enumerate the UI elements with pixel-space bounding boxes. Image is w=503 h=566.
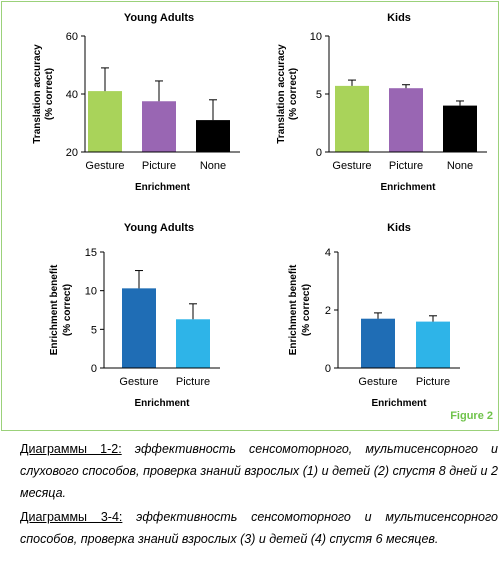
chart1-category-label-0: Gesture (85, 160, 124, 172)
chart4-category-label-0: Gesture (358, 376, 397, 388)
chart1-ylabel-line2: (% correct) (44, 68, 55, 120)
caption-1-text: эффективность сенсомоторного, мультисенс… (20, 442, 498, 500)
chart1-category-label-2: None (200, 160, 226, 172)
chart4-ytick-label-0: 0 (325, 363, 331, 375)
chart3-ytick-label-3: 15 (85, 247, 97, 259)
chart1-bar-picture (142, 101, 176, 152)
chart2-category-label-2: None (447, 160, 473, 172)
chart2-bar-picture (389, 88, 423, 152)
chart2-ylabel-line2: (% correct) (288, 68, 299, 120)
chart3-ytick-label-1: 5 (91, 324, 97, 336)
chart1-xlabel: Enrichment (135, 182, 191, 193)
chart1-title: Young Adults (124, 12, 194, 24)
chart1-ylabel-line1: Translation accuracy (32, 44, 43, 144)
chart3-bar-gesture (122, 288, 156, 368)
chart3-ylabel-line2: (% correct) (62, 284, 73, 336)
chart2-title: Kids (387, 12, 411, 24)
chart2-ylabel-line1: Translation accuracy (276, 44, 287, 144)
chart3-ylabel-line1: Enrichment benefit (49, 264, 60, 355)
chart3-ytick-label-2: 10 (85, 286, 97, 298)
chart3-ytick-label-0: 0 (91, 363, 97, 375)
chart2-ytick-label-2: 10 (310, 31, 322, 43)
chart2-xlabel: Enrichment (380, 182, 436, 193)
caption-1-label: Диаграммы 1-2: (20, 442, 122, 456)
chart1-ytick-label-0: 20 (66, 147, 78, 159)
chart1-ytick-label-1: 40 (66, 89, 78, 101)
chart4-bar-gesture (361, 318, 395, 368)
chart1-bar-gesture (88, 91, 122, 152)
chart4-bar-picture (416, 321, 450, 368)
chart4-ytick-label-2: 4 (325, 247, 331, 259)
chart4-ylabel-line2: (% correct) (301, 284, 312, 336)
chart4-title: Kids (387, 222, 411, 234)
chart3-title: Young Adults (124, 222, 194, 234)
caption-2-text: эффективность сенсомоторного и мультисен… (20, 510, 498, 546)
chart1-bar-none (196, 120, 230, 152)
chart1-ytick-label-2: 60 (66, 31, 78, 43)
chart2-category-label-0: Gesture (332, 160, 371, 172)
chart3-bar-picture (176, 319, 210, 368)
chart2-ytick-label-0: 0 (316, 147, 322, 159)
chart3-category-label-1: Picture (176, 376, 210, 388)
chart4-xlabel: Enrichment (371, 398, 427, 409)
chart4-category-label-1: Picture (416, 376, 450, 388)
chart3-xlabel: Enrichment (134, 398, 190, 409)
chart1-category-label-1: Picture (142, 160, 176, 172)
caption-2-label: Диаграммы 3-4: (20, 510, 123, 524)
chart3-category-label-0: Gesture (119, 376, 158, 388)
chart4-ylabel-line1: Enrichment benefit (288, 264, 299, 355)
chart4-ytick-label-1: 2 (325, 305, 331, 317)
chart2-category-label-1: Picture (389, 160, 423, 172)
caption-1: Диаграммы 1-2: эффективность сенсомоторн… (20, 438, 498, 504)
chart2-bar-gesture (335, 85, 369, 152)
figure-label: Figure 2 (450, 410, 493, 422)
chart2-ytick-label-1: 5 (316, 89, 322, 101)
chart2-bar-none (443, 105, 477, 152)
caption-2: Диаграммы 3-4: эффективность сенсомоторн… (20, 506, 498, 550)
